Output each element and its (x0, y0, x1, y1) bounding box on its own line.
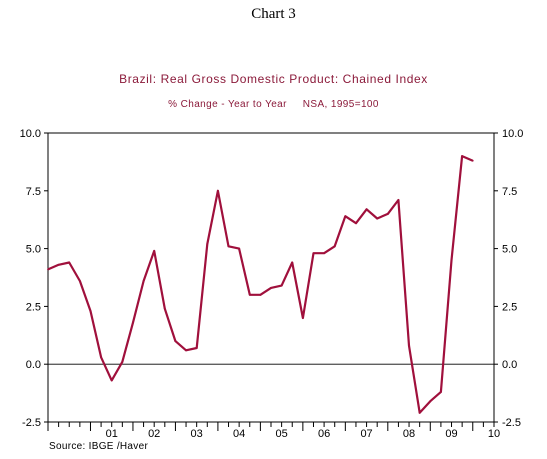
x-tick-label: 05 (275, 428, 287, 440)
x-axis: 01 02 03 04 05 06 07 08 09 10 (47, 422, 500, 440)
data-point (248, 293, 251, 296)
data-point (397, 199, 400, 201)
data-point (344, 215, 347, 218)
plot-frame (47, 132, 495, 423)
y-tick-label-right: 7.5 (502, 186, 517, 198)
y-tick-label-left: 10.0 (20, 128, 41, 140)
y-tick-label-left: 0.0 (26, 359, 41, 371)
data-point (365, 208, 368, 211)
data-point (68, 261, 71, 264)
y-tick-label-right: -2.5 (502, 417, 521, 429)
data-point (291, 261, 294, 264)
data-point (280, 284, 283, 287)
series-layer (47, 155, 474, 414)
data-point (259, 293, 262, 296)
chart-title: Brazil: Real Gross Domestic Product: Cha… (119, 72, 428, 86)
data-point (312, 252, 315, 255)
data-point (418, 411, 421, 414)
x-tick-label: 02 (148, 428, 160, 440)
data-point (386, 213, 389, 215)
series-line (47, 155, 474, 414)
data-point (217, 189, 219, 192)
chart-axes (47, 132, 495, 423)
data-point (471, 159, 474, 162)
y-tick-label-left: 2.5 (26, 301, 41, 313)
x-tick-label: 03 (191, 428, 203, 440)
data-point (132, 321, 134, 324)
data-point (440, 391, 442, 393)
data-point (110, 379, 113, 382)
data-point (429, 400, 432, 403)
data-point (301, 317, 304, 319)
y-axis-right: 10.0 7.5 5.0 2.5 0.0 -2.5 (494, 128, 523, 429)
data-point (142, 280, 145, 282)
x-tick-label: 07 (360, 428, 372, 440)
y-tick-label-right: 2.5 (502, 301, 517, 313)
data-point (333, 245, 336, 248)
y-tick-label-right: 0.0 (502, 359, 517, 371)
data-point (323, 252, 325, 255)
data-point (121, 360, 124, 363)
data-point (57, 263, 60, 266)
chart-subtitle: % Change - Year to Year NSA, 1995=100 (168, 99, 379, 110)
data-point (206, 243, 209, 245)
x-tick-label: 04 (233, 428, 245, 440)
data-point (47, 268, 49, 271)
data-point (270, 287, 272, 289)
y-tick-label-left: 7.5 (26, 186, 41, 198)
data-point (450, 259, 453, 262)
y-axis-left: 10.0 7.5 5.0 2.5 0.0 -2.5 (20, 128, 48, 429)
data-point (376, 217, 379, 220)
y-tick-label-right: 5.0 (502, 244, 517, 256)
data-point (174, 340, 177, 342)
data-point (408, 344, 410, 347)
y-tick-label-right: 10.0 (502, 128, 523, 140)
y-tick-label-left: -2.5 (22, 417, 41, 429)
x-tick-label: 06 (318, 428, 330, 440)
data-point (355, 222, 357, 225)
x-tick-label: 01 (106, 428, 118, 440)
x-tick-label: 09 (445, 428, 457, 440)
data-point (185, 349, 187, 352)
data-point (195, 347, 198, 349)
data-point (163, 307, 166, 310)
y-tick-label-left: 5.0 (26, 244, 41, 256)
data-point (153, 250, 156, 252)
x-tick-label: 08 (403, 428, 415, 440)
data-point (89, 310, 92, 312)
chart-number: Chart 3 (251, 6, 296, 22)
data-point (238, 247, 241, 250)
data-point (100, 356, 102, 359)
x-tick-label: 10 (488, 428, 500, 440)
source-note: Source: IBGE /Haver (49, 441, 149, 452)
data-point (78, 280, 81, 282)
data-point (227, 245, 230, 248)
data-point (461, 155, 464, 158)
